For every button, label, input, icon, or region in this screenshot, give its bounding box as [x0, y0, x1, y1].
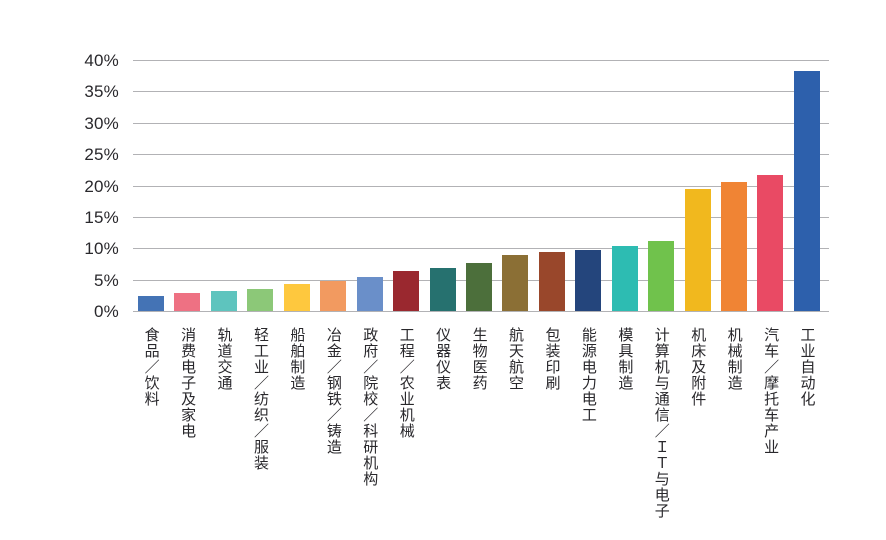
x-label-cell-10: 航天航空	[502, 327, 528, 519]
x-label-text-2: 轨道交通	[215, 327, 233, 391]
x-label-text-12: 能源电力电工	[579, 327, 597, 423]
y-tick-label-0: 0%	[94, 302, 119, 321]
bar-6	[356, 276, 383, 311]
x-label-cell-3: 轻工业／纺织／服装	[247, 327, 273, 519]
x-label-text-1: 消费电子及家电	[179, 327, 197, 439]
x-label-cell-17: 汽车／摩托车产业	[757, 327, 783, 519]
bar-12	[575, 249, 602, 311]
x-label-text-4: 船舶制造	[288, 327, 306, 391]
x-label-text-9: 生物医药	[470, 327, 488, 391]
x-label-cell-13: 模具制造	[612, 327, 638, 519]
y-tick-label-20: 20%	[84, 176, 119, 196]
bar-14	[648, 241, 675, 311]
bar-18	[793, 70, 820, 311]
gridline-40	[133, 60, 829, 61]
x-label-text-6: 政府／院校／科研机构	[361, 327, 379, 487]
x-label-cell-15: 机床及附件	[685, 327, 711, 519]
bar-17	[757, 174, 784, 311]
bar-10	[502, 255, 529, 311]
x-axis-labels: 食品／饮料 消费电子及家电 轨道交通 轻工业／纺织／服装 船舶制造 冶金／钢铁／铸造 政府／…	[138, 327, 820, 519]
bar-0	[138, 295, 164, 311]
gridline-0	[133, 311, 829, 312]
bar-11	[538, 252, 565, 311]
bar-2	[210, 290, 237, 311]
x-label-cell-8: 仪器仪表	[430, 327, 456, 519]
bar-7	[393, 270, 420, 311]
x-label-cell-12: 能源电力电工	[575, 327, 601, 519]
gridline-25	[133, 154, 829, 156]
x-label-text-7: 工程／农业机械	[397, 327, 415, 439]
x-label-cell-14: 计算机与通信／ＩＴ与电子	[648, 327, 674, 519]
bar-9	[465, 262, 492, 311]
x-label-cell-1: 消费电子及家电	[174, 327, 200, 519]
y-tick-label-10: 10%	[84, 239, 119, 259]
x-label-cell-0: 食品／饮料	[138, 327, 164, 519]
bar-15	[684, 189, 711, 311]
x-label-cell-6: 政府／院校／科研机构	[357, 327, 383, 519]
x-label-cell-4: 船舶制造	[284, 327, 310, 519]
x-label-cell-16: 机械制造	[721, 327, 747, 519]
y-tick-label-40: 40%	[84, 51, 119, 70]
x-label-cell-2: 轨道交通	[211, 327, 237, 519]
y-tick-label-15: 15%	[84, 207, 119, 227]
y-tick-label-30: 30%	[84, 113, 119, 133]
x-label-text-18: 工业自动化	[798, 327, 816, 407]
x-label-text-17: 汽车／摩托车产业	[762, 327, 780, 455]
bars-row	[138, 60, 820, 311]
x-label-cell-9: 生物医药	[466, 327, 492, 519]
x-label-cell-11: 包装印刷	[539, 327, 565, 519]
x-label-cell-7: 工程／农业机械	[393, 327, 419, 519]
bar-8	[429, 267, 456, 311]
bar-5	[320, 280, 347, 311]
x-label-text-13: 模具制造	[616, 327, 634, 391]
x-label-cell-5: 冶金／钢铁／铸造	[320, 327, 346, 519]
bar-1	[174, 292, 201, 311]
bar-16	[721, 181, 747, 311]
x-label-text-3: 轻工业／纺织／服装	[251, 327, 269, 471]
y-tick-label-35: 35%	[84, 82, 119, 102]
bar-3	[247, 289, 274, 311]
x-label-text-8: 仪器仪表	[434, 327, 452, 391]
gridline-10	[133, 248, 829, 250]
x-label-text-5: 冶金／钢铁／铸造	[324, 327, 342, 455]
x-label-text-15: 机床及附件	[689, 327, 707, 407]
gridline-35	[133, 91, 829, 93]
bar-13	[611, 246, 638, 311]
gridline-20	[133, 185, 829, 187]
x-label-text-14: 计算机与通信／ＩＴ与电子	[652, 327, 670, 519]
x-label-text-11: 包装印刷	[543, 327, 561, 391]
x-label-text-0: 食品／饮料	[142, 327, 160, 407]
x-label-cell-18: 工业自动化	[794, 327, 820, 519]
gridline-30	[133, 122, 829, 124]
y-tick-label-25: 25%	[84, 145, 119, 165]
bar-4	[283, 284, 310, 311]
x-label-text-16: 机械制造	[725, 327, 743, 391]
gridline-15	[133, 216, 829, 218]
y-tick-label-5: 5%	[94, 270, 119, 290]
x-label-text-10: 航天航空	[507, 327, 524, 391]
